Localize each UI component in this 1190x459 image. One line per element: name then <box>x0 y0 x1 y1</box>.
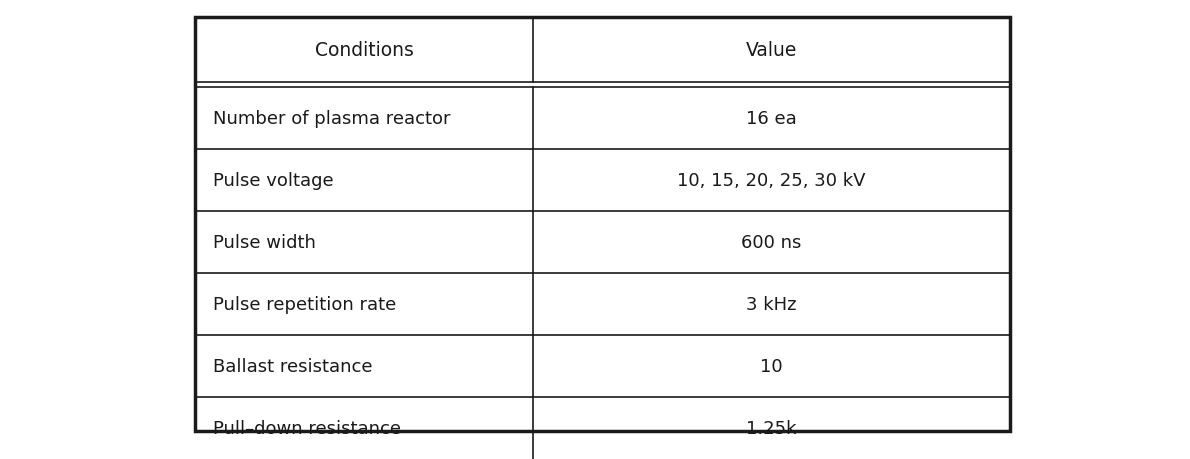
Text: 10: 10 <box>760 357 783 375</box>
Text: Value: Value <box>746 41 797 60</box>
Text: Number of plasma reactor: Number of plasma reactor <box>213 110 451 128</box>
Text: 600 ns: 600 ns <box>741 234 802 252</box>
Text: 3 kHz: 3 kHz <box>746 295 797 313</box>
Text: 16 ea: 16 ea <box>746 110 797 128</box>
Text: Ballast resistance: Ballast resistance <box>213 357 372 375</box>
Text: 1.25k: 1.25k <box>746 419 797 437</box>
Text: Pull–down resistance: Pull–down resistance <box>213 419 401 437</box>
Text: Pulse width: Pulse width <box>213 234 315 252</box>
Text: 10, 15, 20, 25, 30 kV: 10, 15, 20, 25, 30 kV <box>677 172 866 190</box>
Text: Conditions: Conditions <box>314 41 414 60</box>
Bar <box>195 18 1010 431</box>
Text: Pulse voltage: Pulse voltage <box>213 172 333 190</box>
Text: Pulse repetition rate: Pulse repetition rate <box>213 295 396 313</box>
